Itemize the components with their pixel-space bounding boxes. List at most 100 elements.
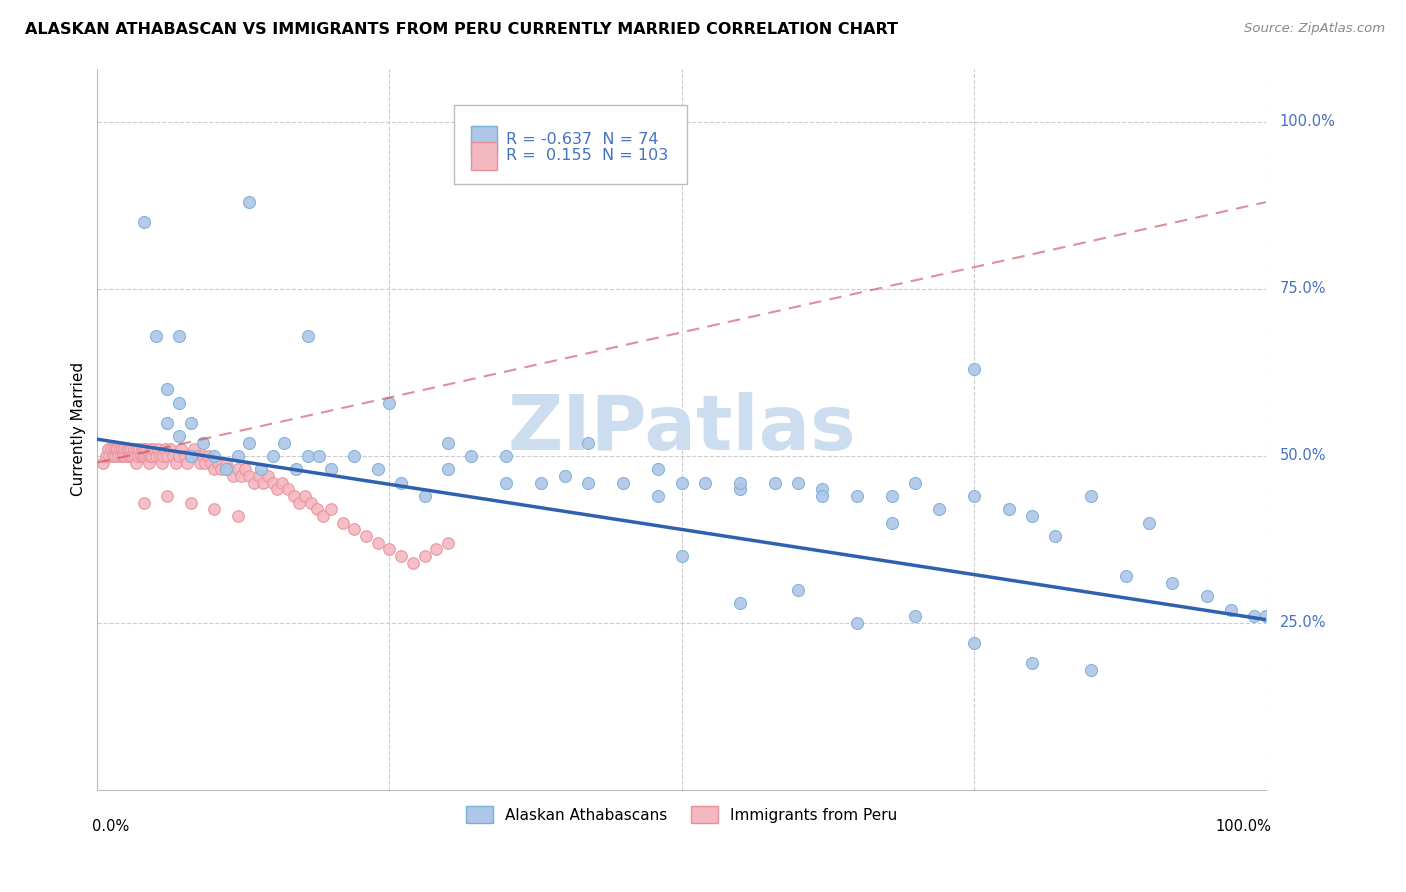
Point: [1080, 489, 1102, 503]
Point: [103, 442, 125, 457]
Point: [156, 489, 179, 503]
Point: [138, 456, 160, 470]
Point: [207, 456, 229, 470]
Point: [554, 469, 576, 483]
Point: [262, 475, 284, 490]
Point: [787, 582, 810, 597]
Point: [277, 483, 299, 497]
Point: [132, 449, 155, 463]
Point: [612, 475, 634, 490]
Point: [1115, 569, 1137, 583]
Point: [283, 489, 305, 503]
Point: [273, 435, 295, 450]
Point: [128, 442, 150, 457]
Point: [647, 489, 669, 503]
Point: [810, 489, 832, 503]
Point: [180, 449, 202, 463]
Point: [215, 462, 238, 476]
FancyBboxPatch shape: [471, 127, 496, 153]
Text: 0.0%: 0.0%: [91, 819, 129, 834]
Point: [530, 475, 553, 490]
Point: [266, 483, 288, 497]
Text: 25.0%: 25.0%: [1279, 615, 1326, 631]
Point: [104, 449, 127, 463]
Point: [880, 516, 903, 530]
Point: [389, 549, 412, 563]
Point: [1219, 602, 1241, 616]
Point: [183, 442, 205, 457]
Point: [305, 502, 328, 516]
Point: [319, 462, 342, 476]
Point: [167, 395, 190, 409]
Text: 75.0%: 75.0%: [1279, 282, 1326, 296]
Point: [110, 449, 132, 463]
Point: [194, 456, 217, 470]
Point: [180, 449, 202, 463]
Point: [262, 449, 284, 463]
Point: [693, 475, 716, 490]
Point: [120, 442, 142, 457]
Point: [250, 462, 273, 476]
Point: [343, 449, 366, 463]
Point: [332, 516, 354, 530]
Point: [247, 469, 270, 483]
Point: [495, 449, 517, 463]
Point: [180, 416, 202, 430]
Point: [167, 328, 190, 343]
Point: [1243, 609, 1265, 624]
Point: [146, 442, 169, 457]
Point: [132, 442, 155, 457]
Point: [136, 449, 159, 463]
Point: [367, 535, 389, 549]
Point: [226, 462, 249, 476]
Point: [117, 449, 139, 463]
Point: [928, 502, 950, 516]
Point: [413, 549, 436, 563]
Point: [308, 449, 330, 463]
Text: 100.0%: 100.0%: [1279, 114, 1336, 129]
Point: [191, 435, 214, 450]
Point: [226, 509, 249, 524]
Point: [215, 456, 238, 470]
Point: [238, 195, 260, 210]
Point: [156, 382, 179, 396]
Point: [200, 456, 222, 470]
Point: [437, 535, 460, 549]
Point: [1137, 516, 1160, 530]
Point: [288, 496, 311, 510]
Point: [343, 523, 366, 537]
Text: Source: ZipAtlas.com: Source: ZipAtlas.com: [1244, 22, 1385, 36]
Point: [1080, 663, 1102, 677]
Point: [114, 449, 136, 463]
Point: [129, 449, 152, 463]
Point: [647, 462, 669, 476]
Point: [402, 556, 425, 570]
Point: [153, 442, 176, 457]
Point: [1161, 575, 1184, 590]
Point: [167, 429, 190, 443]
Point: [145, 328, 167, 343]
Point: [120, 449, 142, 463]
Point: [105, 442, 128, 457]
Point: [149, 449, 172, 463]
Point: [845, 489, 868, 503]
Point: [728, 596, 751, 610]
Point: [378, 395, 401, 409]
Point: [118, 442, 141, 457]
Point: [297, 449, 319, 463]
Point: [904, 609, 927, 624]
Point: [238, 435, 260, 450]
Point: [108, 442, 131, 457]
Text: ALASKAN ATHABASCAN VS IMMIGRANTS FROM PERU CURRENTLY MARRIED CORRELATION CHART: ALASKAN ATHABASCAN VS IMMIGRANTS FROM PE…: [25, 22, 898, 37]
Point: [115, 442, 138, 457]
Point: [229, 469, 252, 483]
Point: [218, 462, 240, 476]
Point: [176, 456, 198, 470]
Point: [413, 489, 436, 503]
Legend: Alaskan Athabascans, Immigrants from Peru: Alaskan Athabascans, Immigrants from Per…: [460, 800, 904, 830]
Point: [174, 449, 197, 463]
Point: [787, 475, 810, 490]
Point: [162, 449, 184, 463]
Point: [810, 483, 832, 497]
Point: [257, 469, 280, 483]
